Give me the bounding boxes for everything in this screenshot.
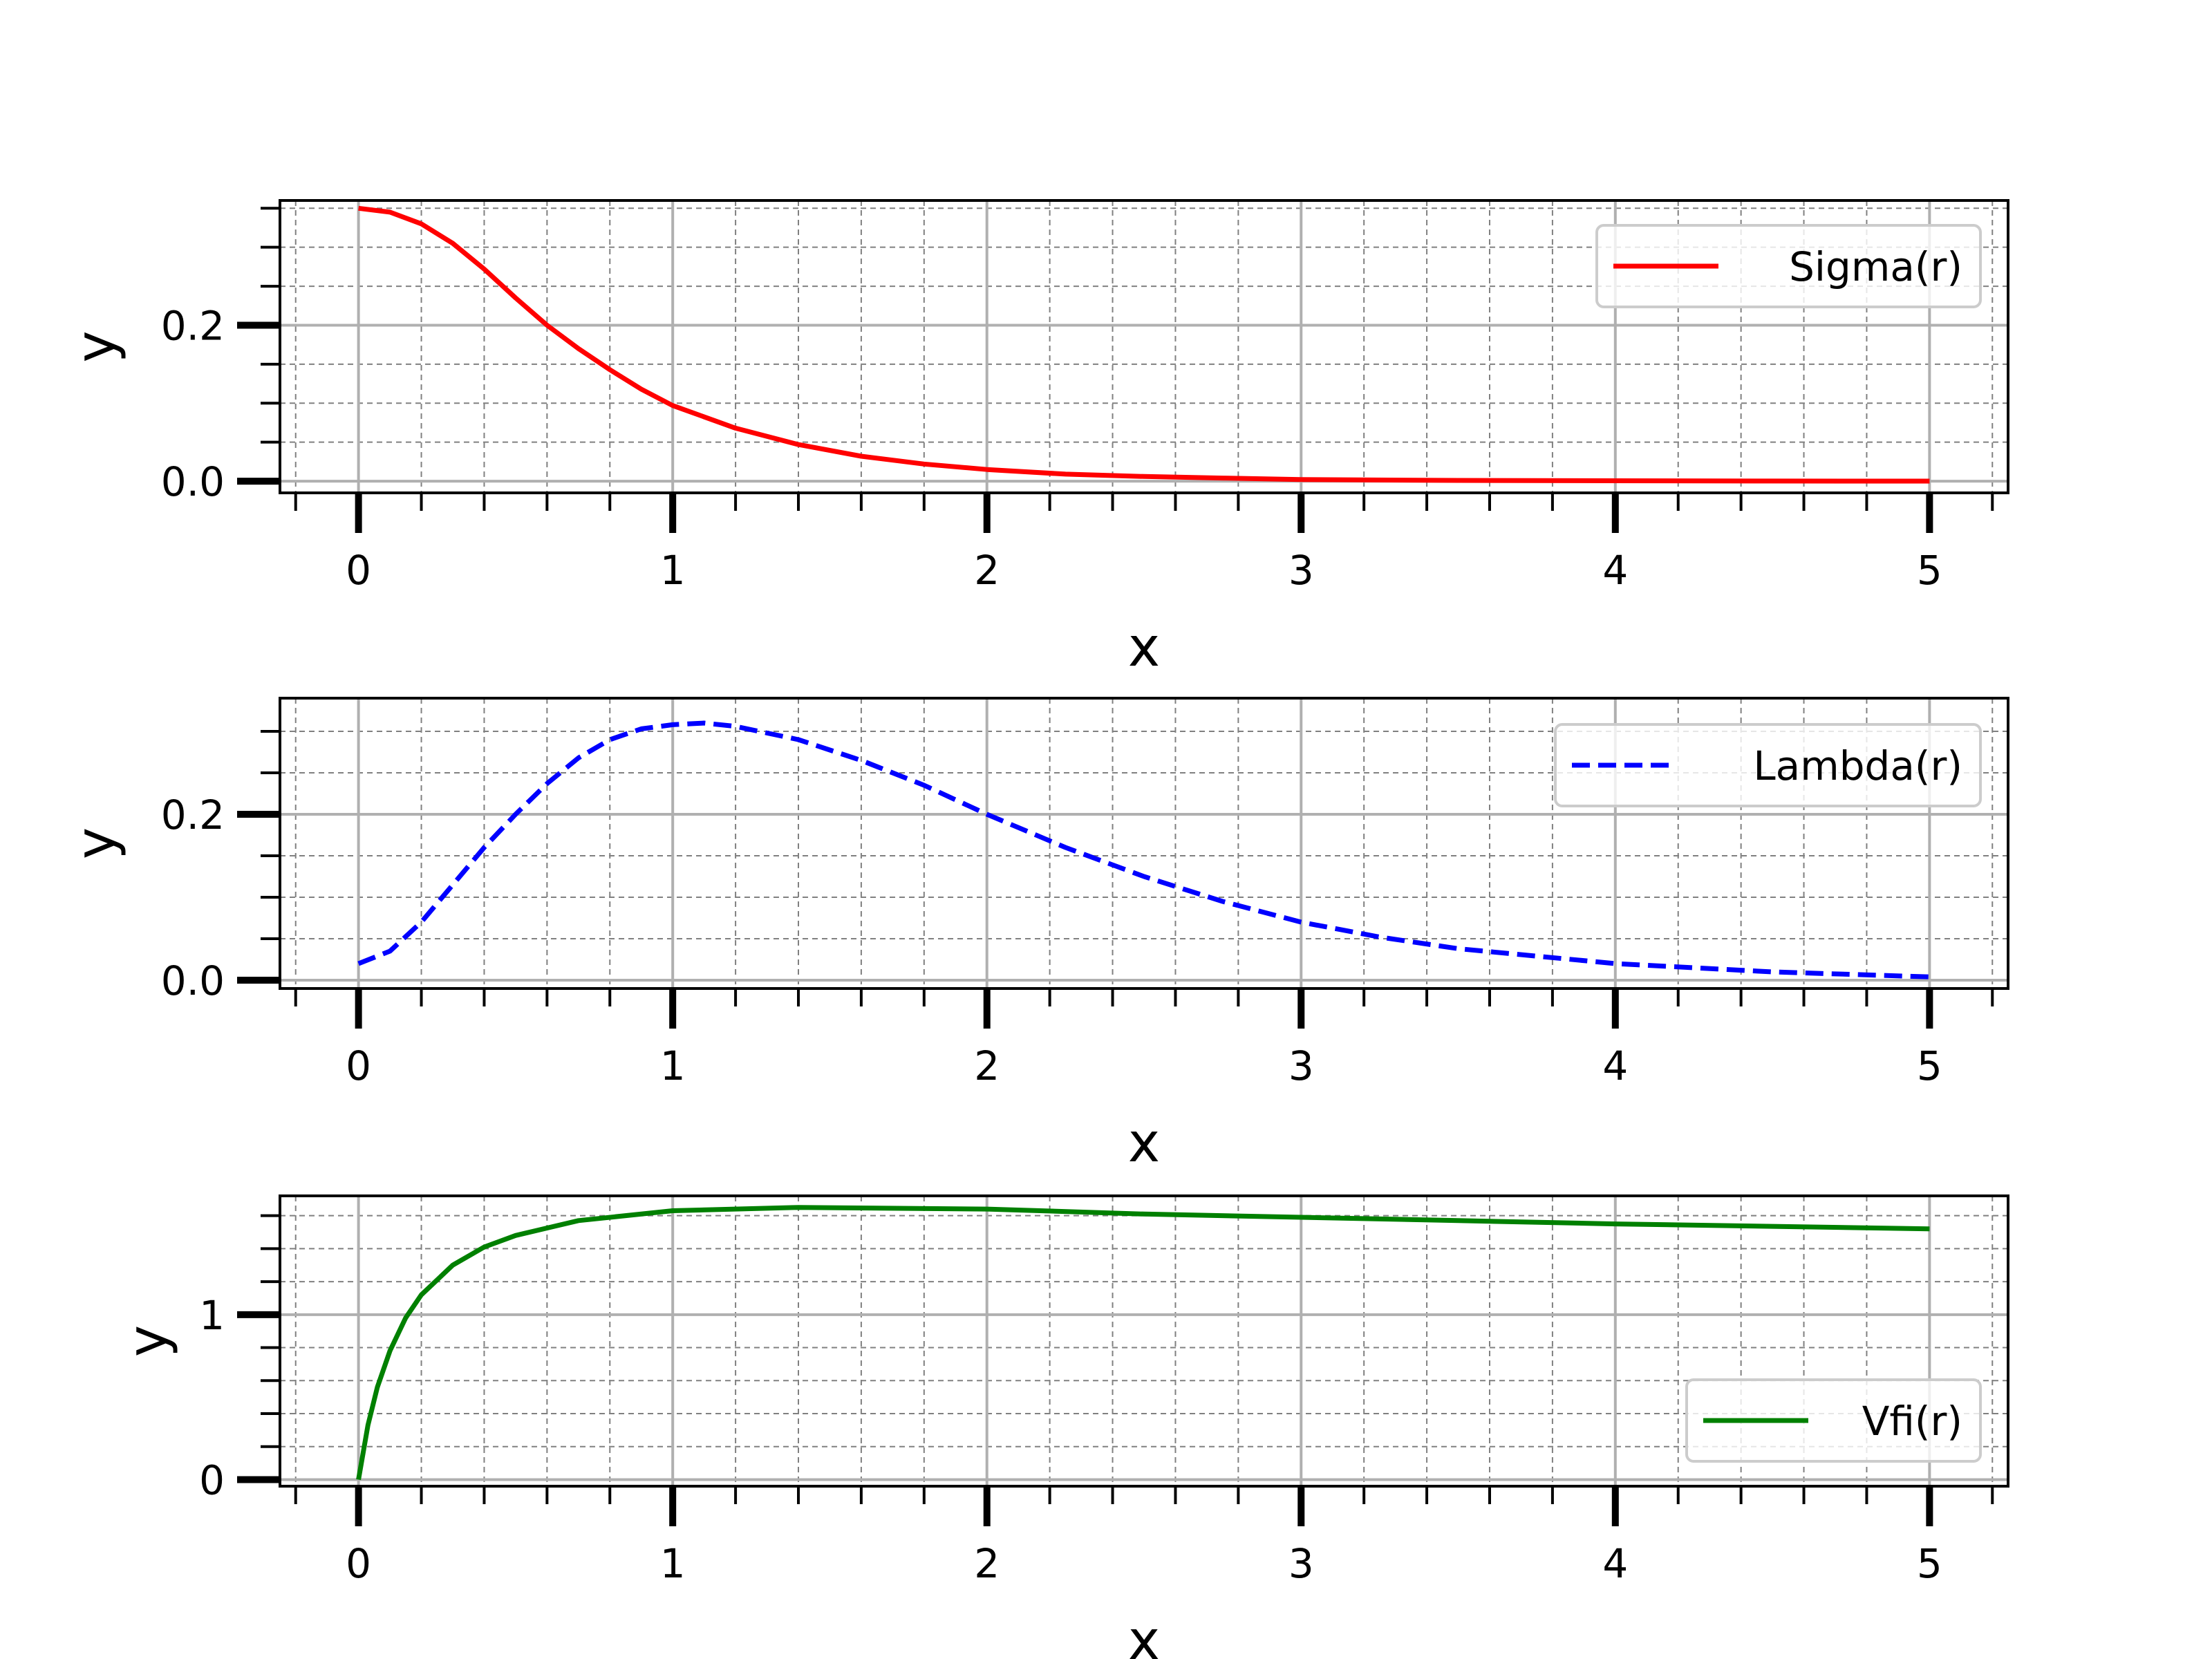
x-tick-label: 4 <box>1602 1042 1628 1089</box>
x-tick-label: 1 <box>660 1042 686 1089</box>
legend-label: Vfi(r) <box>1862 1398 1962 1445</box>
x-tick-label: 1 <box>660 547 686 594</box>
y-axis-label: y <box>65 827 127 859</box>
series-line-sigma-r <box>358 205 1930 484</box>
x-tick-label: 5 <box>1917 1540 1942 1587</box>
x-tick-label: 3 <box>1288 1540 1314 1587</box>
series-line-lambda-r <box>357 720 1930 980</box>
x-axis-label: x <box>1128 1610 1160 1659</box>
x-tick-label: 3 <box>1288 547 1314 594</box>
x-tick-label: 4 <box>1602 1540 1628 1587</box>
y-axis: 0.0 0.2 y <box>65 207 280 505</box>
legend: Sigma(r) <box>1595 224 1982 308</box>
legend-label: Lambda(r) <box>1753 742 1962 789</box>
x-axis-label: x <box>1128 1112 1160 1174</box>
y-axis-label: y <box>65 330 127 362</box>
axes-frame <box>279 1194 2009 1488</box>
legend-box <box>1685 1378 1982 1463</box>
legend: Lambda(r) <box>1554 723 1982 807</box>
x-tick-label: 5 <box>1917 1042 1942 1089</box>
legend-label: Sigma(r) <box>1789 243 1962 290</box>
legend-box <box>1595 224 1982 308</box>
x-tick-label: 2 <box>974 1540 1000 1587</box>
major-grid <box>280 1196 2008 1486</box>
subplot-1: 0 1 2 3 4 5 x 0.0 0.2 y Sigma(r) <box>65 199 2009 679</box>
y-axis-label: y <box>117 1325 179 1357</box>
y-tick-label: 0.2 <box>161 791 225 838</box>
x-tick-label: 4 <box>1602 547 1628 594</box>
y-tick-label: 0.2 <box>161 302 225 349</box>
x-axis-label: x <box>1128 617 1160 679</box>
x-tick-label: 2 <box>974 547 1000 594</box>
minor-grid <box>280 698 2008 988</box>
y-axis: 0 1y <box>117 1214 280 1503</box>
legend: Vfi(r) <box>1685 1378 1982 1463</box>
series-line-vfi-r <box>356 1205 1930 1481</box>
minor-grid <box>280 200 2008 493</box>
legend-box <box>1554 723 1982 807</box>
x-tick-label: 1 <box>660 1540 686 1587</box>
y-tick-label: 0.0 <box>161 957 225 1004</box>
x-tick-label: 0 <box>346 1540 371 1587</box>
x-tick-label: 3 <box>1288 1042 1314 1089</box>
x-axis: 0 1 2 3 4 5 x <box>294 493 1994 679</box>
x-tick-label: 0 <box>346 547 371 594</box>
y-tick-label: 1 <box>199 1292 225 1339</box>
x-tick-label: 0 <box>346 1042 371 1089</box>
subplot-2: 0 1 2 3 4 5 x 0.0 0.2 y Lambda(r) <box>65 697 2009 1174</box>
subplots: 0 1 2 3 4 5 x 0.0 0.2 y Sigma(r) 0 1 2 3 4 5 x 0.0 0.2 y Lamb… <box>65 199 2009 1659</box>
major-grid <box>280 698 2008 988</box>
y-tick-label: 0 <box>199 1456 225 1503</box>
axes-frame <box>279 199 2009 494</box>
y-axis: 0.0 0.2 y <box>65 730 280 1004</box>
axes-frame <box>279 697 2009 990</box>
x-axis: 0 1 2 3 4 5 x <box>294 988 1994 1174</box>
x-axis: 0 1 2 3 4 5 x <box>294 1486 1994 1659</box>
y-tick-label: 0.0 <box>161 458 225 505</box>
x-tick-label: 5 <box>1917 547 1942 594</box>
x-tick-label: 2 <box>974 1042 1000 1089</box>
